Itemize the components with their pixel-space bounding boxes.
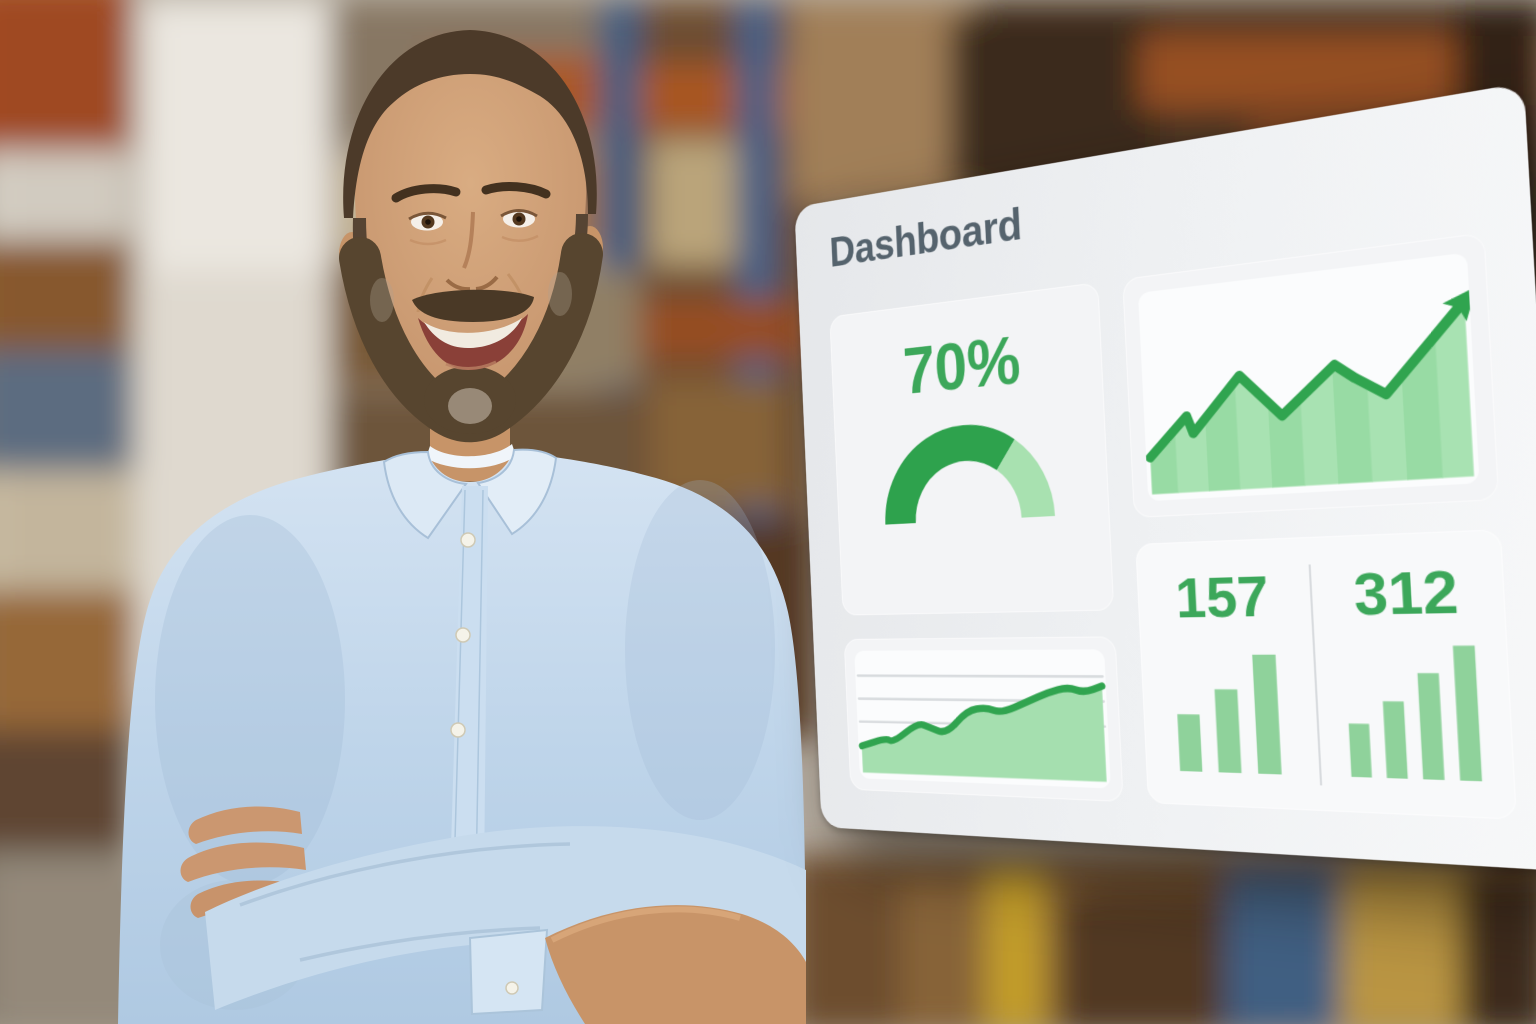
stat-value: 157 [1174,562,1271,630]
dashboard-card: Dashboard 70% 157 312 [794,82,1536,872]
sparkline-chart [854,649,1111,782]
stat-shipments: 312 [1309,529,1517,820]
stat-bars-chart [1348,645,1482,782]
person-head [339,30,603,482]
dashboard-title: Dashboard [828,198,1023,276]
stat-bars-chart [1177,654,1282,775]
trend-chart-card [1122,232,1500,518]
trend-chart-area [1137,252,1480,502]
gauge-card: 70% [829,282,1115,616]
stat-value: 312 [1352,556,1461,628]
sparkline-card [843,636,1124,803]
stat-orders: 157 [1135,537,1321,811]
gauge-value: 70% [901,322,1022,408]
stats-card: 157 312 [1135,529,1517,820]
gauge-chart [866,412,1073,548]
person-arms [160,806,806,1024]
sparkline-chart-area [854,649,1111,789]
trend-chart [1138,270,1480,492]
